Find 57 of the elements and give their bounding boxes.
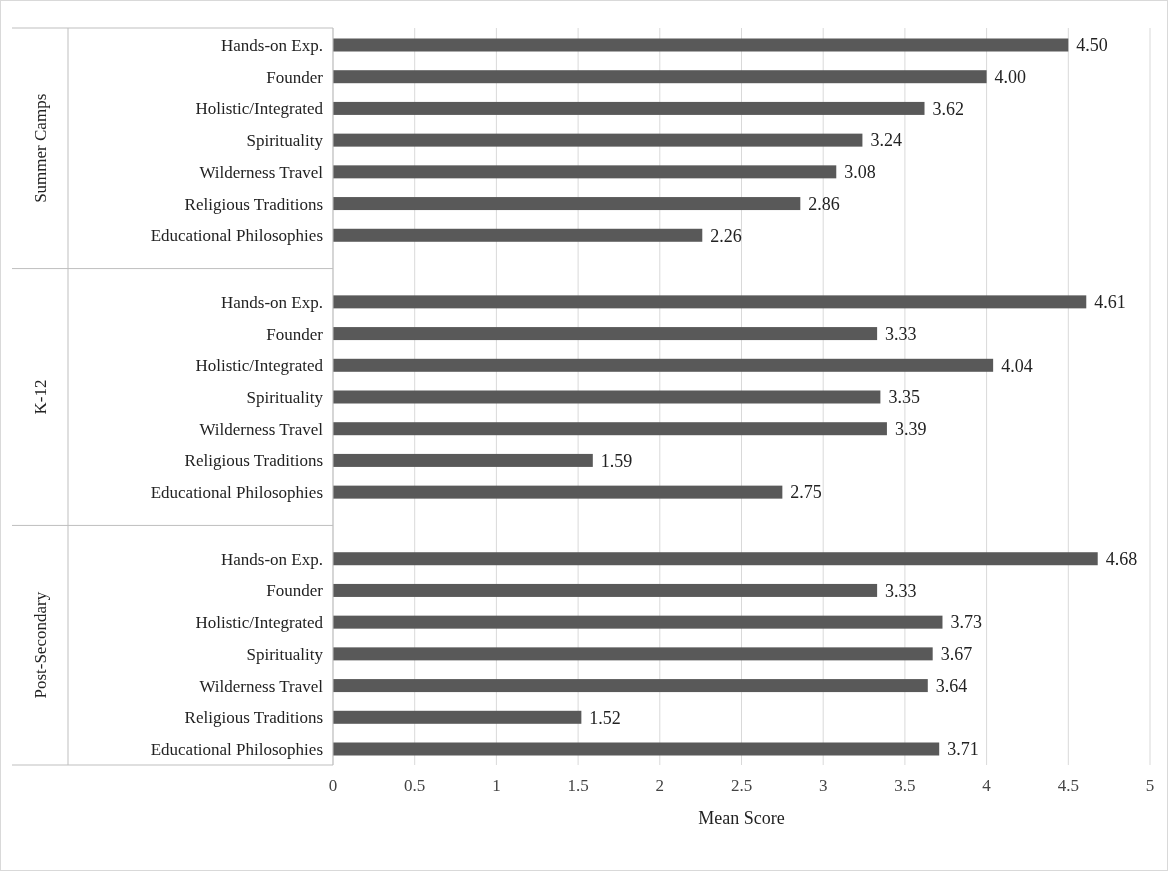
data-label: 4.00 <box>994 67 1027 88</box>
data-label: 4.61 <box>1094 292 1126 313</box>
y-tick-label: Wilderness Travel <box>199 419 324 439</box>
data-label: 3.08 <box>844 162 876 183</box>
x-tick-label: 3.5 <box>894 775 916 795</box>
data-label: 2.26 <box>710 225 742 246</box>
data-label: 3.62 <box>932 98 965 119</box>
x-tick-label: 0.5 <box>404 775 426 795</box>
data-label: 3.39 <box>894 419 927 440</box>
data-label: 3.73 <box>950 612 982 633</box>
y-tick-label: Educational Philosophies <box>150 739 323 759</box>
y-tick-label: Hands-on Exp. <box>221 35 323 55</box>
y-tick-label: Religious Traditions <box>184 194 323 214</box>
x-tick-label: 1.5 <box>567 775 589 795</box>
y-tick-label: Holistic/Integrated <box>195 356 324 376</box>
text: K-12 <box>30 379 50 415</box>
y-tick-label: Wilderness Travel <box>199 162 324 182</box>
y-tick-label: Educational Philosophies <box>150 226 323 246</box>
y-tick-label: Religious Traditions <box>184 708 323 728</box>
y-tick-label: Founder <box>266 581 324 601</box>
y-tick-label: Founder <box>266 67 324 87</box>
data-label: 3.33 <box>885 580 917 601</box>
data-label: 3.35 <box>888 387 920 408</box>
y-tick-label: Holistic/Integrated <box>195 99 324 119</box>
text: Post-Secondary <box>30 591 50 699</box>
x-tick-label: 2 <box>655 775 665 795</box>
y-tick-label: Spirituality <box>246 644 324 664</box>
data-label: 2.75 <box>790 482 822 503</box>
data-label: 3.71 <box>947 739 979 760</box>
y-tick-label: Hands-on Exp. <box>221 549 323 569</box>
data-label: 2.86 <box>808 193 840 214</box>
x-axis-title: Mean Score <box>698 807 785 828</box>
y-tick-label: Educational Philosophies <box>150 483 323 503</box>
data-label: 3.24 <box>870 130 902 151</box>
y-tick-label: Hands-on Exp. <box>221 292 323 312</box>
data-label: 1.59 <box>600 450 633 471</box>
y-tick-label: Spirituality <box>246 387 324 407</box>
x-tick-label: 2.5 <box>730 775 753 795</box>
data-label: 4.50 <box>1076 35 1108 56</box>
x-tick-label: 0 <box>328 775 338 795</box>
x-tick-label: 3 <box>818 775 828 795</box>
text: Summer Camps <box>30 93 50 203</box>
y-tick-label: Religious Traditions <box>184 451 323 471</box>
x-tick-label: 5 <box>1145 775 1155 795</box>
data-label: 3.64 <box>935 675 968 696</box>
data-label: 3.67 <box>940 644 973 665</box>
x-tick-label: 1 <box>492 775 501 795</box>
data-label: 4.68 <box>1105 549 1138 570</box>
data-label: 1.52 <box>589 707 621 728</box>
y-tick-label: Holistic/Integrated <box>195 613 324 633</box>
y-tick-label: Wilderness Travel <box>199 676 324 696</box>
x-tick-label: 4.5 <box>1057 775 1079 795</box>
y-tick-label: Spirituality <box>246 131 324 151</box>
data-label: 3.33 <box>885 323 917 344</box>
x-tick-label: 4 <box>982 775 992 795</box>
y-tick-label: Founder <box>266 324 324 344</box>
data-label: 4.04 <box>1001 355 1033 376</box>
